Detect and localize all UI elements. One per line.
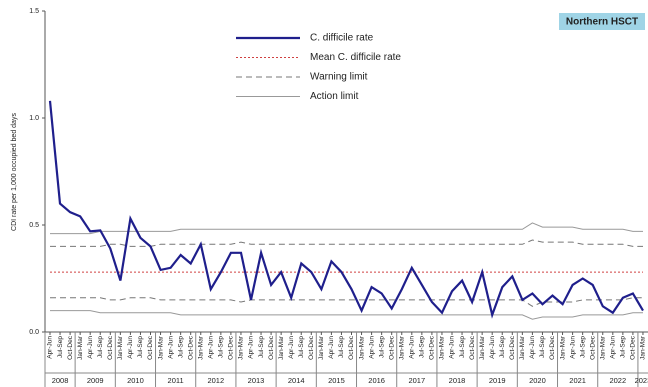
x-tick-label: Oct-Dec bbox=[147, 335, 154, 360]
x-tick-label: Oct-Dec bbox=[107, 335, 114, 360]
x-tick-label: Apr-Jun bbox=[328, 336, 335, 359]
x-tick-label: Jan-Mar bbox=[599, 335, 606, 360]
x-tick-label: Jul-Sep bbox=[298, 336, 305, 358]
year-label: 2020 bbox=[529, 376, 546, 385]
x-tick-label: Oct-Dec bbox=[509, 335, 516, 360]
x-tick-label: Apr-Jun bbox=[208, 336, 215, 359]
legend-label: Warning limit bbox=[310, 72, 368, 83]
x-tick-label: Oct-Dec bbox=[549, 335, 556, 360]
x-tick-label: Jul-Sep bbox=[218, 336, 225, 358]
y-tick-label: 1.0 bbox=[29, 115, 39, 122]
badge: Northern HSCT bbox=[566, 17, 638, 28]
x-tick-label: Apr-Jun bbox=[409, 336, 416, 359]
x-tick-label: Jul-Sep bbox=[177, 336, 184, 358]
x-tick-label: Jul-Sep bbox=[499, 336, 506, 358]
x-tick-label: Jan-Mar bbox=[640, 335, 647, 360]
x-tick-label: Apr-Jun bbox=[288, 336, 295, 359]
legend-label: Mean C. difficile rate bbox=[310, 52, 401, 63]
x-tick-label: Apr-Jun bbox=[368, 336, 375, 359]
x-tick-label: Oct-Dec bbox=[187, 335, 194, 360]
x-tick-label: Apr-Jun bbox=[87, 336, 94, 359]
x-tick-label: Oct-Dec bbox=[429, 335, 436, 360]
x-tick-label: Jul-Sep bbox=[258, 336, 265, 358]
x-tick-label: Apr-Jun bbox=[529, 336, 536, 359]
year-label: 2013 bbox=[248, 376, 265, 385]
year-label: 2017 bbox=[408, 376, 425, 385]
x-tick-label: Oct-Dec bbox=[589, 335, 596, 360]
y-axis-label: CDI rate per 1,000 occupied bed days bbox=[11, 113, 18, 231]
x-tick-label: Oct-Dec bbox=[630, 335, 637, 360]
x-tick-label: Jul-Sep bbox=[539, 336, 546, 358]
year-label: 2011 bbox=[168, 376, 184, 385]
year-label: 2018 bbox=[449, 376, 466, 385]
x-tick-label: Jan-Mar bbox=[519, 335, 526, 360]
x-tick-label: Oct-Dec bbox=[228, 335, 235, 360]
x-tick-label: Oct-Dec bbox=[348, 335, 355, 360]
x-tick-label: Jan-Mar bbox=[358, 335, 365, 360]
y-tick-label: 1.5 bbox=[29, 8, 39, 15]
x-tick-label: Jul-Sep bbox=[137, 336, 144, 358]
year-label: 2019 bbox=[489, 376, 506, 385]
y-tick-label: 0.5 bbox=[29, 222, 39, 229]
x-tick-label: Jan-Mar bbox=[479, 335, 486, 360]
x-tick-label: Apr-Jun bbox=[127, 336, 134, 359]
year-label: 2010 bbox=[127, 376, 144, 385]
x-tick-label: Apr-Jun bbox=[489, 336, 496, 359]
x-tick-label: Jan-Mar bbox=[318, 335, 325, 360]
x-tick-label: Jan-Mar bbox=[398, 335, 405, 360]
x-tick-label: Oct-Dec bbox=[388, 335, 395, 360]
x-tick-label: Jul-Sep bbox=[620, 336, 627, 358]
year-label: 2014 bbox=[288, 376, 305, 385]
year-label: 2022 bbox=[609, 376, 626, 385]
x-tick-label: Jul-Sep bbox=[419, 336, 426, 358]
x-tick-label: Jul-Sep bbox=[378, 336, 385, 358]
x-tick-label: Jan-Mar bbox=[197, 335, 204, 360]
year-label: 2015 bbox=[328, 376, 345, 385]
x-tick-label: Apr-Jun bbox=[167, 336, 174, 359]
x-tick-label: Oct-Dec bbox=[268, 335, 275, 360]
year-label: 2012 bbox=[207, 376, 224, 385]
x-tick-label: Jul-Sep bbox=[338, 336, 345, 358]
y-tick-label: 0.0 bbox=[29, 329, 39, 336]
x-tick-label: Jul-Sep bbox=[57, 336, 64, 358]
year-label: 2016 bbox=[368, 376, 385, 385]
x-tick-label: Jan-Mar bbox=[77, 335, 84, 360]
x-tick-label: Apr-Jun bbox=[449, 336, 456, 359]
legend-label: Action limit bbox=[310, 91, 359, 102]
x-tick-label: Jan-Mar bbox=[238, 335, 245, 360]
legend-label: C. difficile rate bbox=[310, 33, 374, 44]
x-tick-label: Jan-Mar bbox=[439, 335, 446, 360]
x-tick-label: Jan-Mar bbox=[278, 335, 285, 360]
x-tick-label: Jan-Mar bbox=[157, 335, 164, 360]
series-line bbox=[50, 222, 643, 235]
badge-box bbox=[559, 13, 645, 30]
x-tick-label: Apr-Jun bbox=[610, 336, 617, 359]
x-tick-label: Apr-Jun bbox=[47, 336, 54, 359]
x-tick-label: Oct-Dec bbox=[469, 335, 476, 360]
x-tick-label: Jan-Mar bbox=[559, 335, 566, 360]
year-label: 2008 bbox=[52, 376, 69, 385]
x-tick-label: Jul-Sep bbox=[459, 336, 466, 358]
year-label: 2009 bbox=[87, 376, 104, 385]
series-line bbox=[48, 100, 644, 319]
x-tick-label: Apr-Jun bbox=[248, 336, 255, 359]
x-tick-label: Apr-Jun bbox=[569, 336, 576, 359]
x-tick-label: Jul-Sep bbox=[579, 336, 586, 358]
x-tick-label: Oct-Dec bbox=[67, 335, 74, 360]
year-label: 2023 bbox=[635, 376, 648, 385]
x-tick-label: Jan-Mar bbox=[117, 335, 124, 360]
year-label: 2021 bbox=[569, 376, 586, 385]
x-tick-label: Oct-Dec bbox=[308, 335, 315, 360]
x-tick-label: Jul-Sep bbox=[97, 336, 104, 358]
series-line bbox=[50, 310, 643, 320]
